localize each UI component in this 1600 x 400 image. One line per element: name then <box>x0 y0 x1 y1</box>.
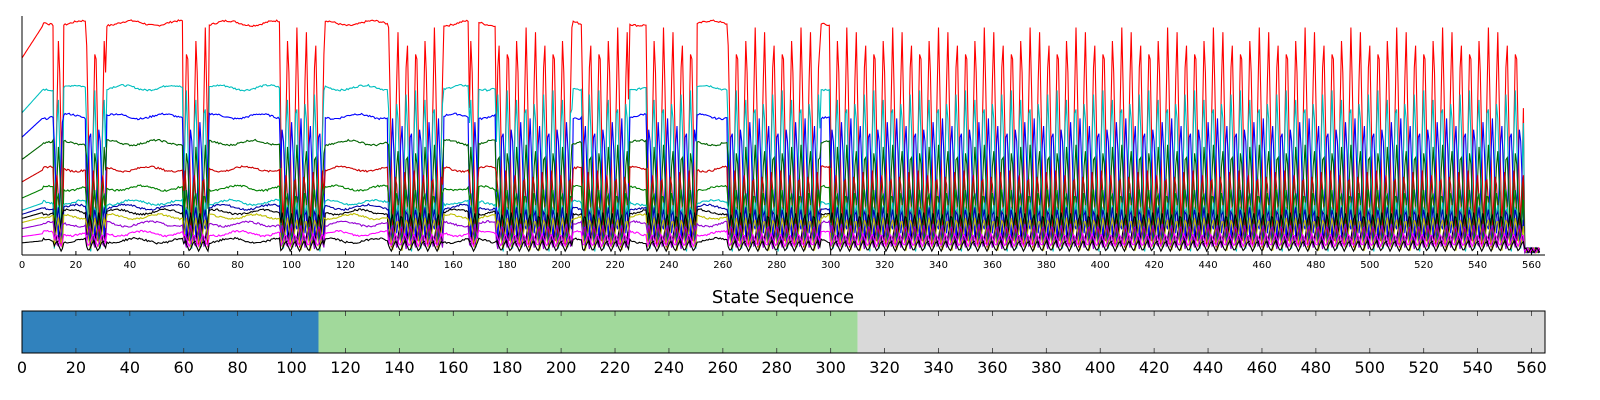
line-plot-x-tick-label: 200 <box>552 260 571 271</box>
line-plot-x-tick-label: 180 <box>498 260 517 271</box>
state-sequence-x-tick-label: 440 <box>1193 358 1224 377</box>
state-sequence-x-tick-label: 480 <box>1301 358 1332 377</box>
line-plot-x-tick-label: 420 <box>1145 260 1164 271</box>
state-sequence-x-tick-label: 260 <box>708 358 739 377</box>
line-plot-x-tick-label: 120 <box>336 260 355 271</box>
state-sequence-frame <box>21 310 1546 354</box>
line-plot-x-tick-label: 440 <box>1199 260 1218 271</box>
state-sequence-x-tick-label: 60 <box>174 358 194 377</box>
state-sequence-x-tick-label: 80 <box>227 358 247 377</box>
state-segments-group <box>22 311 1545 353</box>
line-plot-x-tick-label: 280 <box>767 260 786 271</box>
state-segment <box>22 311 319 353</box>
state-sequence-x-ticks: 0 20 40 60 80 100 120 140 160 180 200 220 240 260 280 3… <box>17 358 1547 377</box>
state-sequence-x-tick-label: 300 <box>815 358 846 377</box>
state-sequence-x-tick-label: 120 <box>330 358 361 377</box>
line-plot-x-tick-label: 20 <box>70 260 83 271</box>
state-sequence-plot: State Sequence 0 20 40 60 80 100 120 140 160 180 2… <box>17 287 1547 377</box>
line-series-path <box>21 212 1541 254</box>
state-sequence-x-tick-label: 160 <box>438 358 469 377</box>
line-plot-x-tick-label: 400 <box>1091 260 1110 271</box>
state-sequence-x-tick-label: 360 <box>977 358 1008 377</box>
state-segment <box>318 311 858 353</box>
line-plot-x-tick-label: 500 <box>1360 260 1379 271</box>
line-plot-x-tick-label: 540 <box>1468 260 1487 271</box>
state-sequence-title: State Sequence <box>712 287 854 308</box>
line-plot-x-tick-label: 140 <box>390 260 409 271</box>
state-sequence-x-tick-label: 420 <box>1139 358 1170 377</box>
line-series-path <box>21 236 1541 254</box>
line-plot-x-tick-label: 0 <box>19 260 25 271</box>
state-sequence-x-tick-label: 200 <box>546 358 577 377</box>
state-sequence-x-tick-label: 20 <box>66 358 86 377</box>
state-sequence-x-tick-label: 400 <box>1085 358 1116 377</box>
state-sequence-x-tick-label: 320 <box>869 358 900 377</box>
line-plot-x-tick-label: 560 <box>1522 260 1541 271</box>
line-plot-x-tick-label: 100 <box>282 260 301 271</box>
line-plot-axes <box>21 16 1545 256</box>
line-plot-x-tick-label: 40 <box>123 260 136 271</box>
line-plot-x-tick-label: 360 <box>983 260 1002 271</box>
state-sequence-x-tick-label: 380 <box>1031 358 1062 377</box>
state-segment <box>857 311 1545 353</box>
line-plot-x-tick-label: 480 <box>1306 260 1325 271</box>
line-series-path <box>21 83 1541 254</box>
state-sequence-x-tick-label: 460 <box>1247 358 1278 377</box>
state-sequence-x-tick-label: 520 <box>1408 358 1439 377</box>
line-series-path <box>21 184 1541 254</box>
state-sequence-x-tick-label: 40 <box>120 358 140 377</box>
state-sequence-x-tick-label: 540 <box>1462 358 1493 377</box>
state-sequence-x-tick-label: 220 <box>600 358 631 377</box>
line-series-path <box>21 203 1540 254</box>
line-plot-x-tick-label: 80 <box>231 260 244 271</box>
signal-line-plot: 0 20 40 60 80 100 120 140 160 180 200 220 240 260 280 3… <box>19 16 1545 271</box>
state-sequence-x-tick-label: 500 <box>1355 358 1386 377</box>
state-sequence-x-tick-label: 0 <box>17 358 27 377</box>
line-plot-x-tick-label: 240 <box>659 260 678 271</box>
line-plot-x-tick-label: 340 <box>929 260 948 271</box>
line-plot-x-tick-label: 380 <box>1037 260 1056 271</box>
state-sequence-x-tick-label: 100 <box>276 358 307 377</box>
line-plot-x-tick-label: 60 <box>177 260 190 271</box>
line-series-path <box>21 229 1541 253</box>
line-plot-x-tick-label: 260 <box>713 260 732 271</box>
line-plot-x-tick-label: 460 <box>1252 260 1271 271</box>
line-plot-x-tick-label: 220 <box>605 260 624 271</box>
state-sequence-x-tick-label: 340 <box>923 358 954 377</box>
line-plot-x-tick-label: 320 <box>875 260 894 271</box>
line-series-group <box>21 19 1541 255</box>
line-plot-x-tick-label: 520 <box>1414 260 1433 271</box>
state-sequence-x-tick-label: 240 <box>654 358 685 377</box>
line-plot-x-ticks: 0 20 40 60 80 100 120 140 160 180 200 220 240 260 280 3… <box>19 251 1541 271</box>
line-plot-x-tick-label: 160 <box>444 260 463 271</box>
state-sequence-x-tick-label: 560 <box>1516 358 1547 377</box>
state-sequence-x-tick-label: 280 <box>761 358 792 377</box>
line-plot-x-tick-label: 300 <box>821 260 840 271</box>
state-sequence-x-tick-label: 180 <box>492 358 523 377</box>
state-sequence-x-tick-label: 140 <box>384 358 415 377</box>
line-series-path <box>21 138 1541 254</box>
